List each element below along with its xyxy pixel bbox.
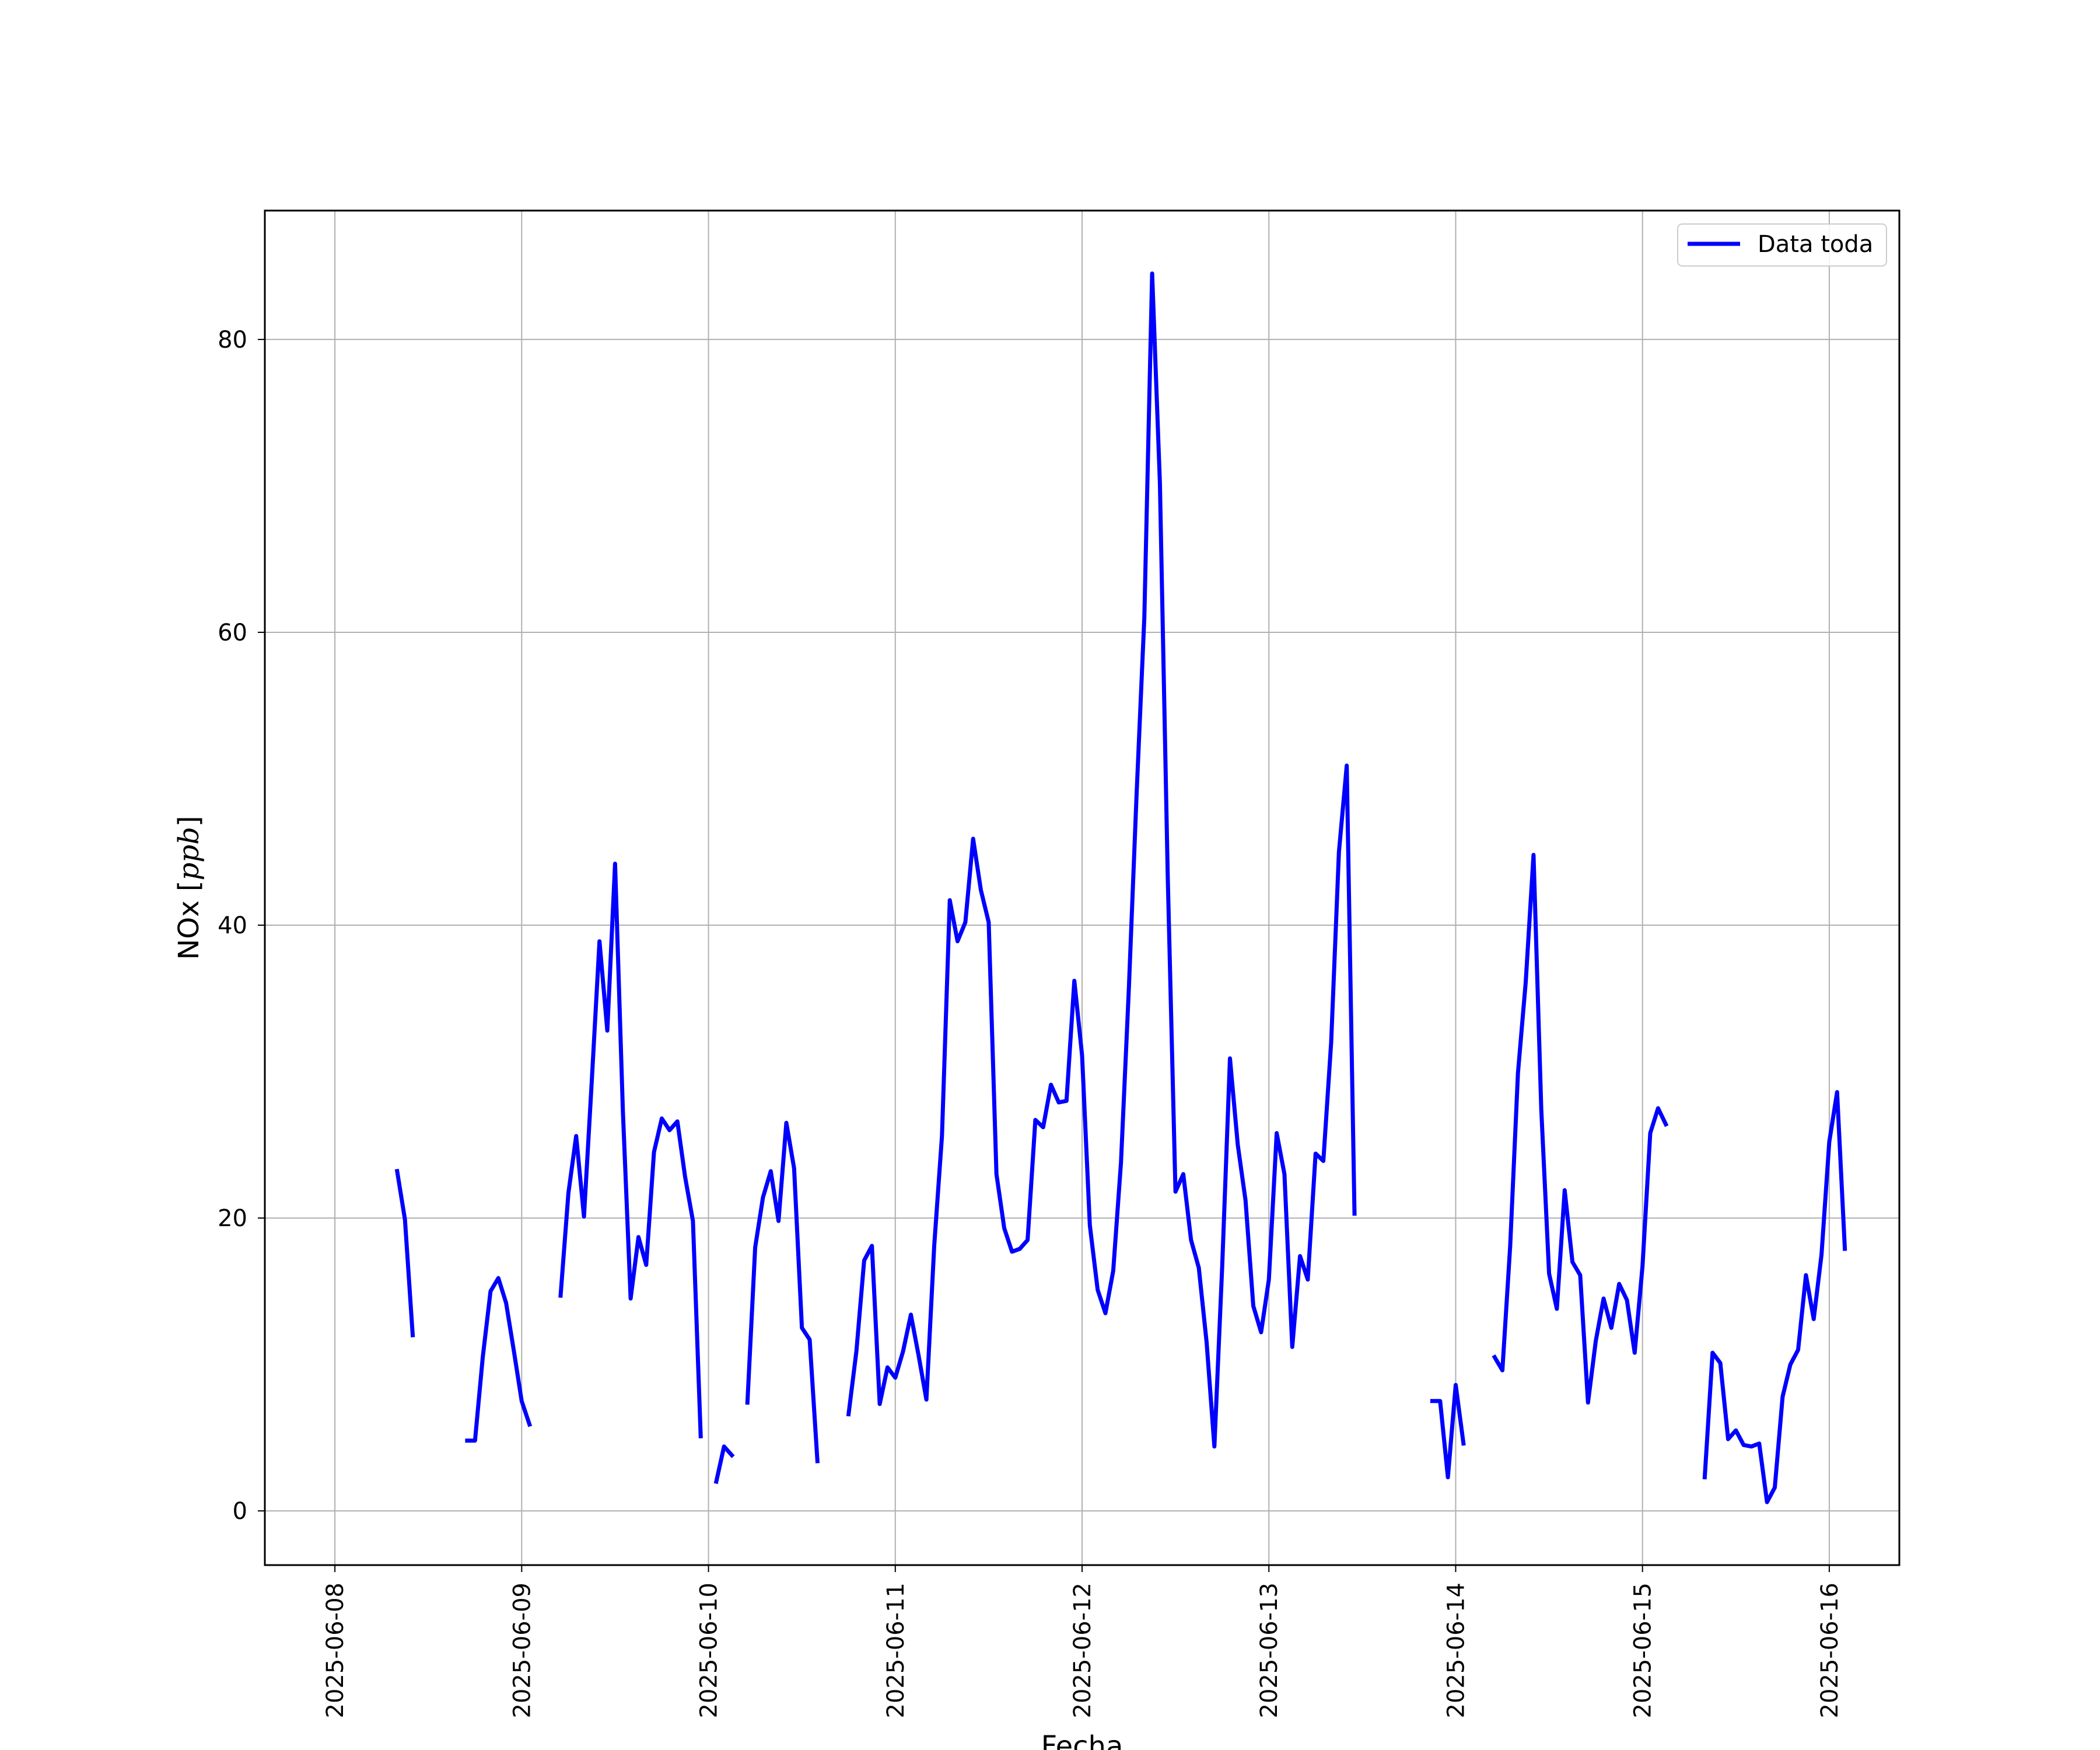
y-tick-label: 40 bbox=[218, 912, 247, 939]
x-axis-title: Fecha bbox=[1041, 1730, 1124, 1750]
series-line-segment bbox=[1492, 853, 1669, 1405]
x-tick-label: 2025-06-10 bbox=[696, 1583, 723, 1718]
legend: Data toda bbox=[1677, 223, 1887, 267]
x-tick-label: 2025-06-09 bbox=[509, 1583, 536, 1718]
legend-label: Data toda bbox=[1758, 231, 1873, 258]
x-tick-label: 2025-06-16 bbox=[1817, 1583, 1843, 1718]
y-tick-label: 60 bbox=[218, 620, 247, 646]
y-tick-label: 20 bbox=[218, 1205, 247, 1232]
x-tick-label: 2025-06-11 bbox=[883, 1583, 909, 1718]
series-line-segment bbox=[465, 1276, 533, 1443]
series-line-segment bbox=[1430, 1382, 1466, 1479]
series-line-segment bbox=[1702, 1090, 1847, 1504]
y-axis-title-unit: ppb bbox=[173, 827, 205, 880]
y-tick-label: 0 bbox=[233, 1498, 247, 1525]
x-tick-label: 2025-06-12 bbox=[1069, 1583, 1096, 1718]
y-axis-title: NOx [ppb] bbox=[173, 816, 205, 960]
x-axis: 2025-06-08 2025-06-09 2025-06-10 2025-06-11… bbox=[322, 1565, 1843, 1718]
x-tick-label: 2025-06-13 bbox=[1256, 1583, 1283, 1718]
y-axis: 0 20 40 60 80 bbox=[218, 327, 265, 1525]
x-tick-label: 2025-06-08 bbox=[322, 1583, 349, 1718]
series-line-segment bbox=[394, 1168, 415, 1338]
series-line-segment bbox=[745, 1121, 820, 1464]
x-tick-label: 2025-06-15 bbox=[1630, 1583, 1657, 1718]
series-line-segment bbox=[846, 271, 1357, 1449]
legend-box bbox=[1677, 223, 1887, 267]
series-line-segment bbox=[558, 862, 703, 1438]
series-layer bbox=[394, 271, 1847, 1504]
y-axis-title-name: NOx bbox=[173, 900, 205, 960]
grid bbox=[265, 211, 1899, 1565]
x-tick-label: 2025-06-14 bbox=[1443, 1583, 1469, 1718]
y-tick-label: 80 bbox=[218, 327, 247, 354]
series-line-segment bbox=[713, 1444, 735, 1485]
